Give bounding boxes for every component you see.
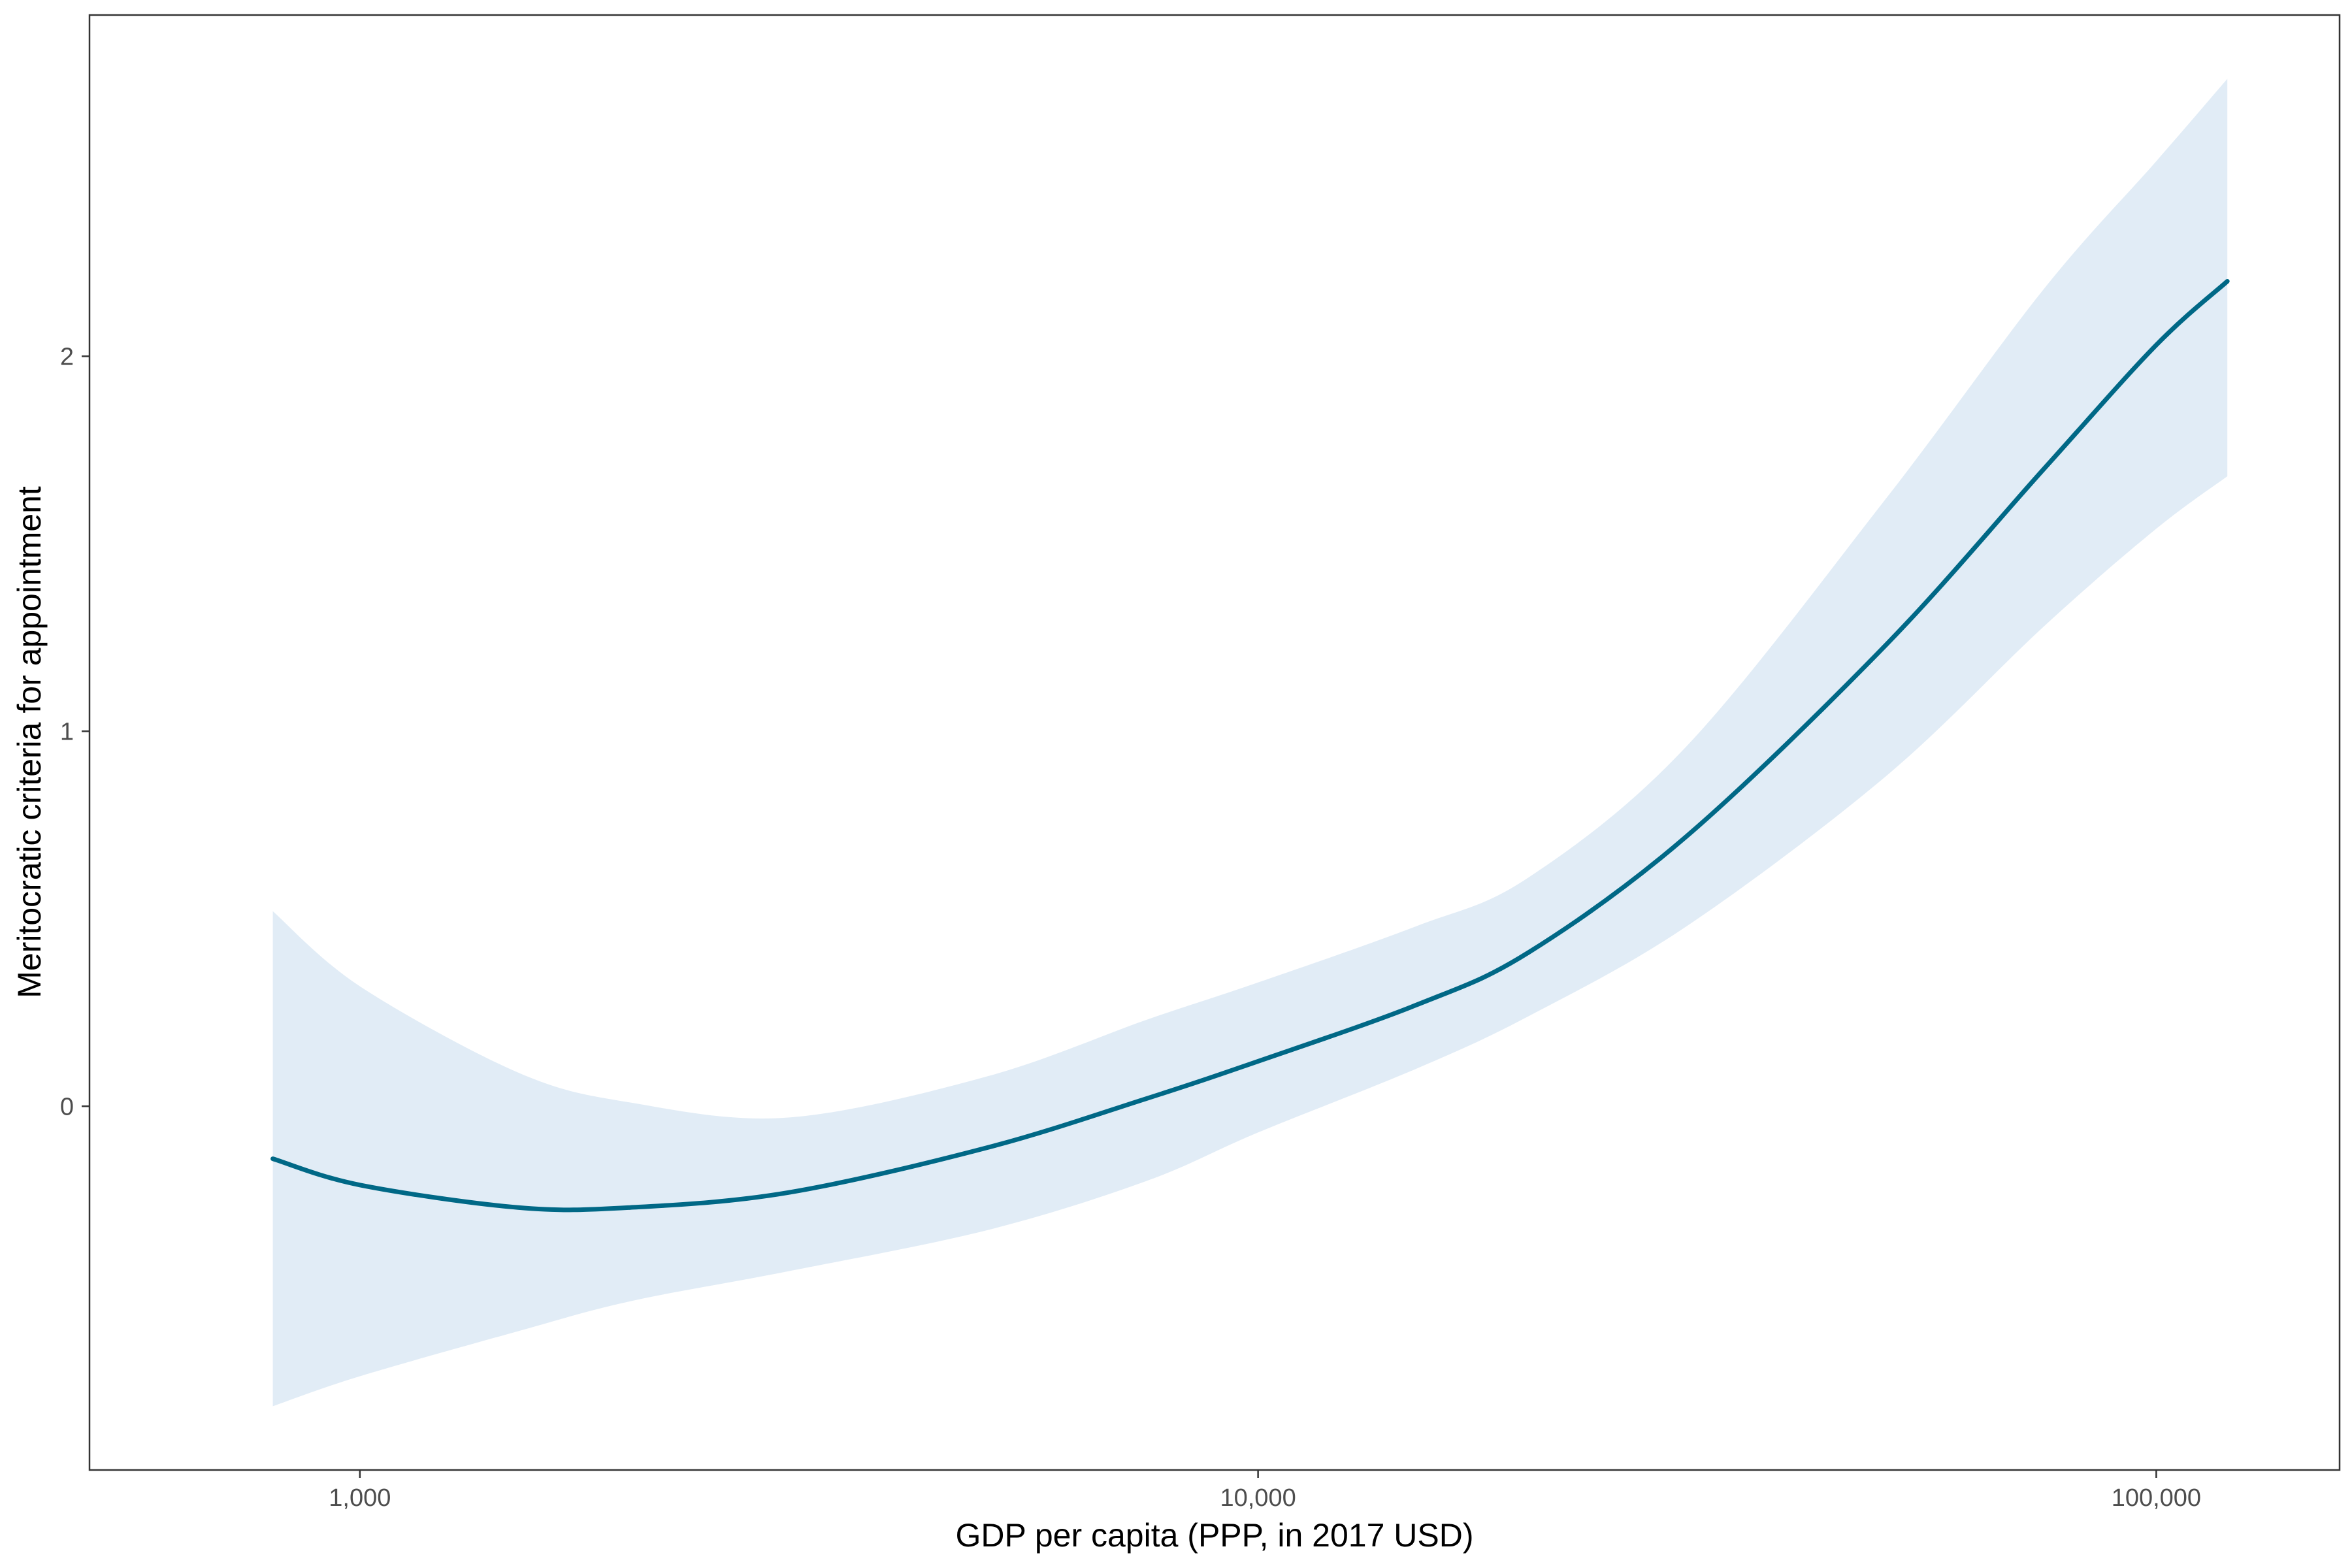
y-tick-label: 0 [60, 1093, 74, 1120]
x-axis: 1,000 10,000 100,000 [329, 1470, 2201, 1512]
x-axis-title: GDP per capita (PPP, in 2017 USD) [956, 1517, 1474, 1554]
y-axis: 0 1 2 [60, 343, 90, 1120]
y-tick-label: 2 [60, 343, 74, 370]
x-tick-label: 100,000 [2112, 1484, 2201, 1512]
x-tick-label: 10,000 [1220, 1484, 1296, 1512]
y-tick-label: 1 [60, 718, 74, 745]
x-tick-label: 1,000 [329, 1484, 391, 1512]
y-axis-title: Meritocratic criteria for appointment [11, 486, 48, 998]
fit-line [270, 279, 2230, 1213]
confidence-band [272, 78, 2228, 1407]
plot-frame [88, 14, 2341, 1471]
